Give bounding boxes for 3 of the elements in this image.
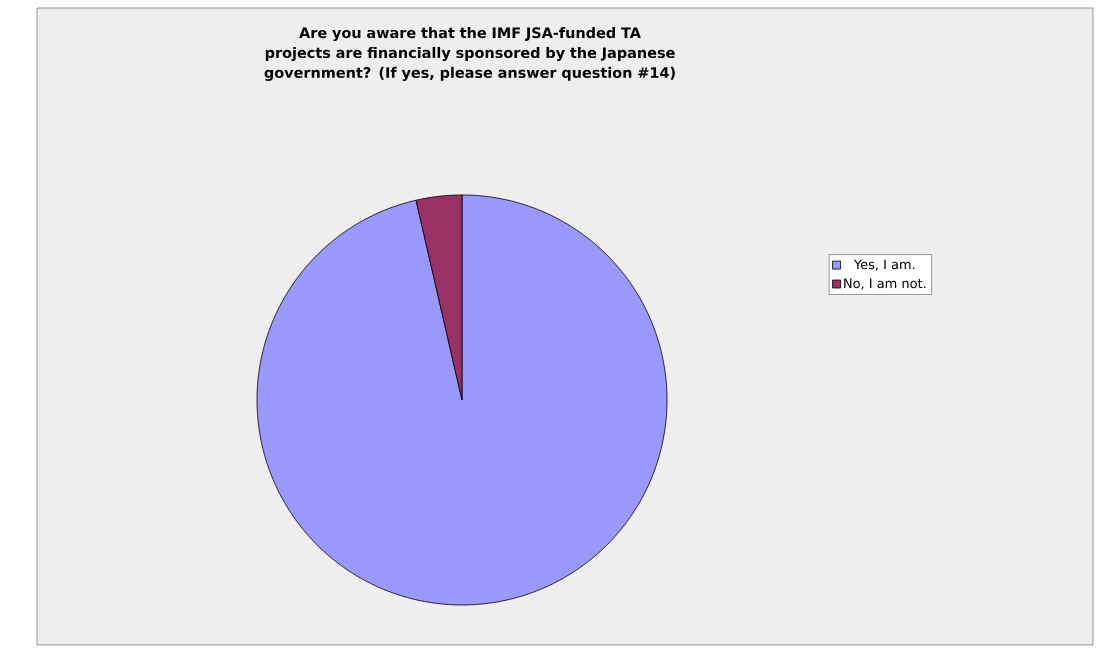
chart-title: Are you aware that the IMF JSA-funded TA projects are financially sponsored by the Japanese government? (If yes, please answer question #14) [264,27,675,81]
legend-label: Yes, I am. [853,259,915,271]
legend-label: No, I am not. [844,278,926,290]
